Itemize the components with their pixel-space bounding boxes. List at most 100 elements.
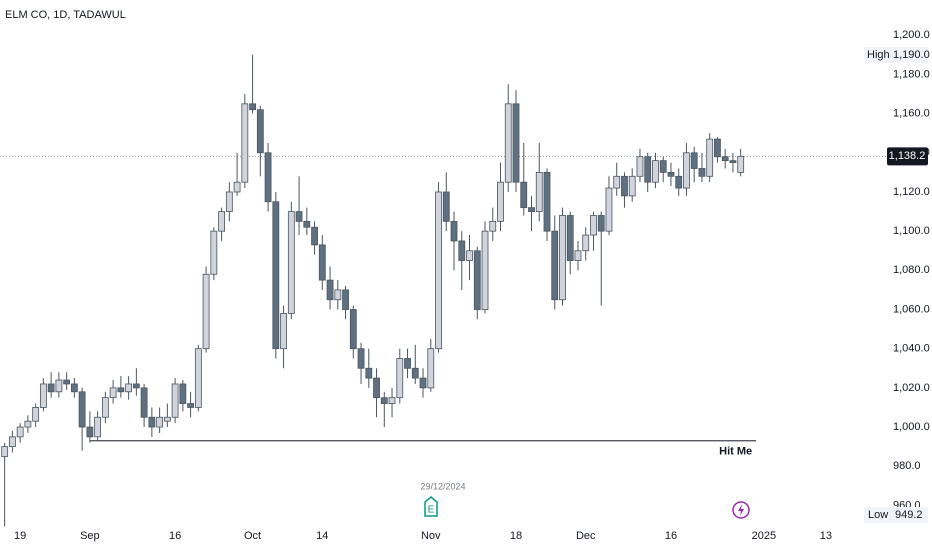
horizontal-line-label: Hit Me (719, 446, 752, 458)
event-icon[interactable] (732, 501, 750, 519)
candle-body (729, 160, 737, 163)
candle-body (202, 273, 210, 350)
candle-body (714, 138, 721, 158)
candle-body (621, 175, 628, 197)
candle-body (78, 391, 86, 428)
candle-body (16, 426, 24, 438)
candle-body (442, 191, 450, 222)
candle-body (535, 171, 543, 212)
candle-body (683, 152, 690, 189)
candle-body (737, 155, 745, 173)
candle-body (373, 377, 380, 399)
candle-body (528, 207, 535, 212)
low-label-name: Low (868, 509, 888, 521)
y-tick-label: 1,120.0 (893, 186, 930, 198)
candle-body (55, 379, 63, 393)
candle-body (86, 426, 94, 438)
candle-body (667, 171, 675, 177)
candle-body (698, 168, 706, 177)
y-tick-label: 980.0 (893, 460, 921, 472)
candle-body (94, 416, 102, 438)
candle-body (156, 416, 164, 428)
y-tick-label: 1,080.0 (893, 264, 930, 276)
candle-body (47, 383, 55, 393)
candle-body (466, 250, 473, 261)
high-label-name: High (867, 49, 890, 61)
candle-body (559, 215, 566, 301)
y-tick-label: 1,100.0 (893, 225, 930, 237)
candle-body (404, 358, 411, 369)
candle-body (590, 215, 597, 236)
candle-body (179, 383, 187, 404)
candle-body (489, 220, 497, 232)
candle-body (241, 103, 249, 183)
candle-body (32, 407, 40, 422)
last-price-box (887, 147, 928, 166)
candle-body (357, 348, 365, 369)
candle-body (303, 220, 311, 228)
candle-body (125, 383, 133, 393)
candle-body (210, 230, 218, 275)
candle-body (218, 211, 225, 232)
candle-body (24, 420, 32, 428)
earnings-badge (424, 496, 438, 517)
candle-body (101, 397, 109, 418)
candle-body (264, 152, 272, 203)
y-tick-label: 1,180.0 (893, 68, 930, 80)
candle-body (504, 103, 512, 183)
candle-body (419, 377, 427, 389)
x-tick-label: 13 (820, 530, 832, 542)
candle-body (566, 215, 574, 261)
candle-body (435, 191, 442, 350)
y-tick-label: 1,200.0 (893, 29, 930, 41)
candle-body (721, 156, 729, 162)
candle-body (70, 383, 78, 393)
candle-body (249, 103, 256, 111)
high-label-value: 1,190.0 (893, 49, 930, 61)
x-tick-label: 16 (665, 530, 677, 542)
candle-body (652, 160, 659, 183)
x-tick-label: 16 (169, 530, 181, 542)
candle-body (349, 309, 357, 350)
low-label-bg (864, 507, 928, 523)
candle-body (427, 348, 435, 389)
candle-body (256, 109, 264, 154)
y-tick-label: 1,040.0 (893, 343, 930, 355)
cursor-date: 29/12/2024 (420, 481, 465, 491)
event-bolt (738, 504, 744, 516)
candle-body (287, 211, 295, 314)
y-tick-label: 1,160.0 (893, 108, 930, 120)
earnings-icon[interactable]: E (424, 496, 438, 517)
candle-body (597, 215, 605, 232)
candle-body (613, 175, 621, 189)
candle-body (280, 313, 287, 350)
candle-body (225, 191, 233, 212)
candle-body (675, 175, 683, 189)
candle-body (295, 211, 303, 222)
candle-body (520, 181, 528, 209)
candle-body (39, 383, 47, 408)
candle-body (644, 156, 652, 183)
candle-body (342, 289, 349, 310)
candle-body (512, 103, 520, 183)
candle-body (473, 250, 481, 310)
x-tick-label: Sep (80, 530, 100, 542)
candle-body (605, 187, 613, 232)
low-label-value: 949.2 (895, 509, 923, 521)
candle-body (8, 436, 16, 448)
candle-body (109, 387, 117, 399)
candle-body (272, 201, 280, 350)
candle-body (117, 387, 125, 393)
candle-body (163, 416, 171, 422)
x-tick-label: Oct (244, 530, 261, 542)
y-tick-label: 1,060.0 (893, 303, 930, 315)
earnings-letter: E (428, 505, 435, 516)
candle-body (148, 416, 156, 428)
candle-body (334, 289, 342, 301)
candle-body (574, 250, 582, 261)
candle-body (411, 367, 419, 379)
candle-body (396, 358, 404, 399)
candle-body (543, 171, 551, 232)
last-price-label: 1,138.2 (889, 150, 926, 162)
